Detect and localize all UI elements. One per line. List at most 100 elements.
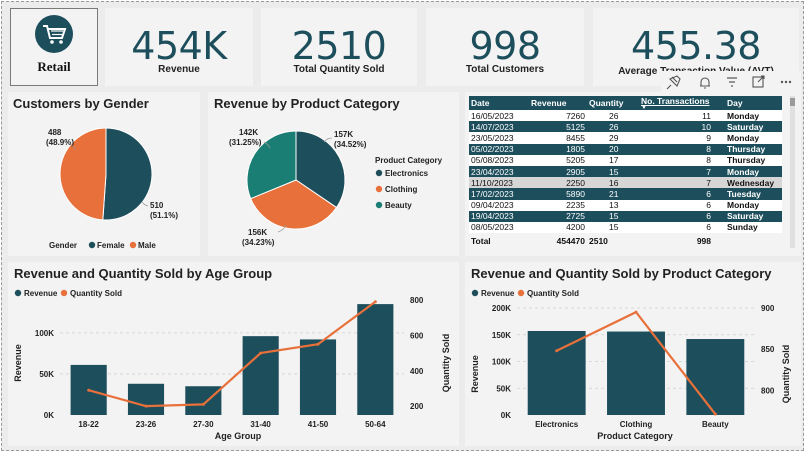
prod-legend-revenue[interactable]: Revenue: [481, 289, 515, 298]
table-row[interactable]: 17/02/2023 5890 21 6 Tuesday: [469, 188, 782, 200]
age_chart-quantity-point[interactable]: [144, 404, 148, 408]
age_chart-quantity-line[interactable]: [88, 300, 376, 408]
cell-revenue: 5890: [529, 188, 587, 200]
age_chart-x-tick: 50-64: [365, 420, 386, 429]
pin-icon[interactable]: [666, 75, 681, 90]
electronics-slice[interactable]: [295, 130, 346, 209]
age-y2-axis-title: Quantity Sold: [441, 334, 451, 393]
table-row[interactable]: 19/04/2023 2725 15 6 Saturday: [469, 210, 782, 222]
cell-revenue: 8455: [529, 132, 587, 144]
table-row[interactable]: 09/04/2023 2235 13 6 Monday: [469, 199, 782, 211]
beauty-slice[interactable]: [246, 130, 297, 200]
prod_chart-revenue-bar[interactable]: [527, 331, 586, 415]
filter-icon[interactable]: [727, 77, 737, 87]
col-day[interactable]: Day: [725, 96, 782, 110]
col-quantity[interactable]: Quantity: [587, 96, 639, 110]
age-y-axis-title: Revenue: [13, 344, 23, 382]
prod_chart-revenue-bar[interactable]: [607, 331, 665, 415]
prod_chart-y-tick: 200K: [492, 304, 511, 313]
female-legend-marker: [88, 241, 96, 249]
age_chart-quantity-point[interactable]: [259, 351, 263, 355]
kpi-quantity-card: 2510 Total Quantity Sold: [261, 8, 417, 86]
cell-transactions: 7: [639, 177, 725, 189]
age-legend-quantity[interactable]: Quantity Sold: [70, 289, 122, 298]
age_chart-revenue-bar[interactable]: [299, 339, 337, 415]
table-row[interactable]: 23/04/2023 2905 15 7 Monday: [469, 165, 782, 178]
cell-revenue: 5205: [529, 154, 587, 166]
age_chart-y-tick: 50K: [39, 370, 54, 379]
male-slice[interactable]: [59, 127, 107, 221]
product-chart-title: Revenue and Quantity Sold by Product Cat…: [471, 266, 772, 281]
age-legend-revenue[interactable]: Revenue: [24, 289, 58, 298]
prod_chart-quantity-point[interactable]: [555, 349, 559, 353]
cell-date: 23/04/2023: [469, 165, 529, 178]
table-row[interactable]: 23/05/2023 8455 29 9 Monday: [469, 132, 782, 144]
col-revenue[interactable]: Revenue: [529, 96, 587, 110]
cell-quantity: 20: [587, 143, 639, 155]
age_chart-y2-tick: 600: [410, 331, 424, 340]
prod-x-axis-title: Product Category: [597, 431, 673, 441]
more-options-icon[interactable]: [780, 80, 792, 84]
prod_chart-y-tick: 0K: [501, 411, 511, 420]
prod-legend-quantity-marker: [517, 289, 525, 297]
col-transactions-label: No. Transactions: [641, 96, 710, 106]
clothing-label-value: 156K: [248, 228, 267, 237]
cell-day: Tuesday: [725, 188, 782, 200]
age_chart-revenue-bar[interactable]: [242, 336, 279, 415]
clothing-slice[interactable]: [250, 179, 338, 230]
cell-date: 19/04/2023: [469, 210, 529, 222]
male-legend-label[interactable]: Male: [138, 241, 156, 250]
kpi-customers-label: Total Customers: [465, 64, 545, 75]
beauty-legend-label[interactable]: Beauty: [385, 201, 412, 210]
prod_chart-quantity-point[interactable]: [713, 412, 717, 416]
beauty-legend-marker: [375, 201, 383, 209]
cart-icon: [35, 15, 73, 53]
age_chart-quantity-point[interactable]: [373, 300, 377, 304]
electronics-label-value: 157K: [334, 130, 353, 139]
cell-date: 11/10/2023: [469, 177, 529, 189]
female-legend-label[interactable]: Female: [97, 241, 125, 250]
age_chart-quantity-point[interactable]: [201, 402, 205, 406]
table-row[interactable]: 11/10/2023 2250 16 7 Wednesday: [469, 177, 782, 189]
gender-pie[interactable]: [59, 127, 153, 221]
female-label-value: 510: [150, 201, 164, 210]
bell-icon[interactable]: [700, 77, 710, 89]
age_chart-quantity-point[interactable]: [87, 388, 91, 392]
category-pie[interactable]: [246, 130, 346, 230]
table-row[interactable]: 16/05/2023 7260 26 11 Monday: [469, 110, 782, 122]
table-scrollbar[interactable]: [790, 96, 795, 248]
product-chart-panel: Revenue and Quantity Sold by Product Cat…: [465, 262, 801, 446]
table-row[interactable]: 05/02/2023 1805 20 8 Thursday: [469, 143, 782, 155]
age-chart-plot[interactable]: 0K 50K 100K 200 400 600 800 18-22 23-26 27-30 31-4…: [35, 296, 424, 429]
cell-transactions: 8: [639, 143, 725, 155]
table-row[interactable]: 05/08/2023 5205 17 8 Thursday: [469, 154, 782, 166]
table-row[interactable]: 14/07/2023 5125 26 10 Saturday: [469, 121, 782, 133]
cell-transactions: 8: [639, 154, 725, 166]
cell-transactions: 10: [639, 121, 725, 133]
focus-mode-icon[interactable]: [752, 75, 765, 88]
prod_chart-quantity-point[interactable]: [634, 310, 638, 314]
prod-chart-plot[interactable]: 0K 50K 100K 150K 200K 800 850 900 Electronics Clo…: [492, 304, 775, 429]
col-date[interactable]: Date: [469, 96, 529, 110]
prod-y-axis-title: Revenue: [470, 355, 480, 393]
age-legend-revenue-marker: [14, 289, 22, 297]
age_chart-revenue-bar[interactable]: [357, 304, 394, 415]
prod_chart-revenue-bar[interactable]: [686, 339, 745, 415]
table-row[interactable]: 08/05/2023 4200 15 6 Sunday: [469, 221, 782, 234]
age_chart-quantity-point[interactable]: [316, 342, 320, 346]
cell-date: 05/02/2023: [469, 143, 529, 155]
cell-day: Saturday: [725, 210, 782, 222]
retail-nav-button[interactable]: Retail: [10, 8, 98, 86]
age_chart-revenue-bar[interactable]: [127, 383, 165, 415]
electronics-legend-marker: [375, 169, 383, 177]
female-slice[interactable]: [102, 127, 153, 221]
electronics-legend-label[interactable]: Electronics: [385, 169, 429, 178]
age_chart-revenue-bar[interactable]: [185, 386, 222, 415]
prod-legend-quantity[interactable]: Quantity Sold: [527, 289, 579, 298]
table-scrollbar-thumb[interactable]: [790, 98, 795, 106]
prod_chart-x-tick: Electronics: [535, 420, 579, 429]
clothing-legend-label[interactable]: Clothing: [385, 185, 418, 194]
col-transactions[interactable]: No. Transactions ▼: [639, 96, 725, 111]
cell-day: Monday: [725, 165, 782, 178]
beauty-label-value: 142K: [239, 128, 258, 137]
